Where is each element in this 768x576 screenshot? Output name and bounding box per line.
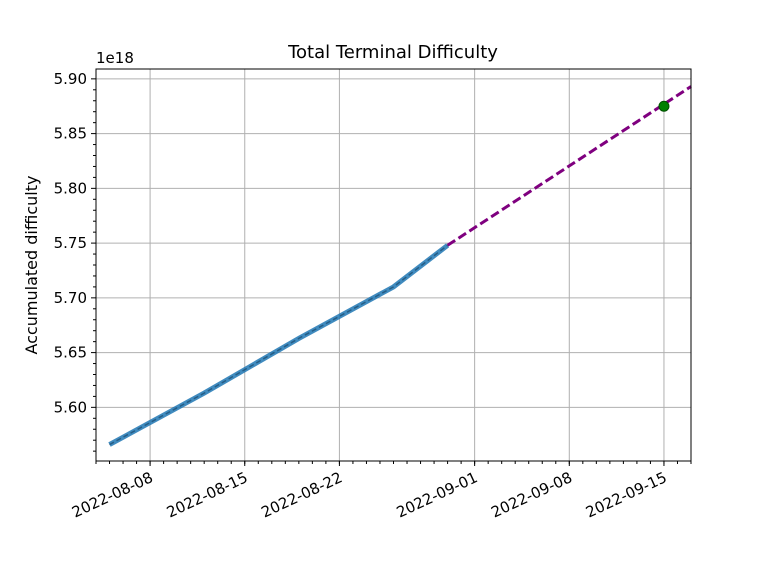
y-tick-label: 5.70 xyxy=(54,289,87,307)
y-tick-label: 5.65 xyxy=(54,344,87,362)
y-tick-label: 5.60 xyxy=(54,398,87,416)
observed-difficulty-fit-line xyxy=(109,244,449,446)
plot-series xyxy=(108,85,692,447)
projected-difficulty-line xyxy=(446,85,692,247)
terminal-difficulty-marker xyxy=(658,100,670,112)
chart-title: Total Terminal Difficulty xyxy=(287,42,498,63)
y-tick-label: 5.90 xyxy=(54,70,87,88)
y-offset-label: 1e18 xyxy=(96,49,134,67)
grid xyxy=(96,69,691,461)
y-tick-label: 5.75 xyxy=(54,234,87,252)
y-tick-label: 5.80 xyxy=(54,179,87,197)
y-axis-label: Accumulated difficulty xyxy=(22,176,41,355)
y-tick-label: 5.85 xyxy=(54,125,87,143)
